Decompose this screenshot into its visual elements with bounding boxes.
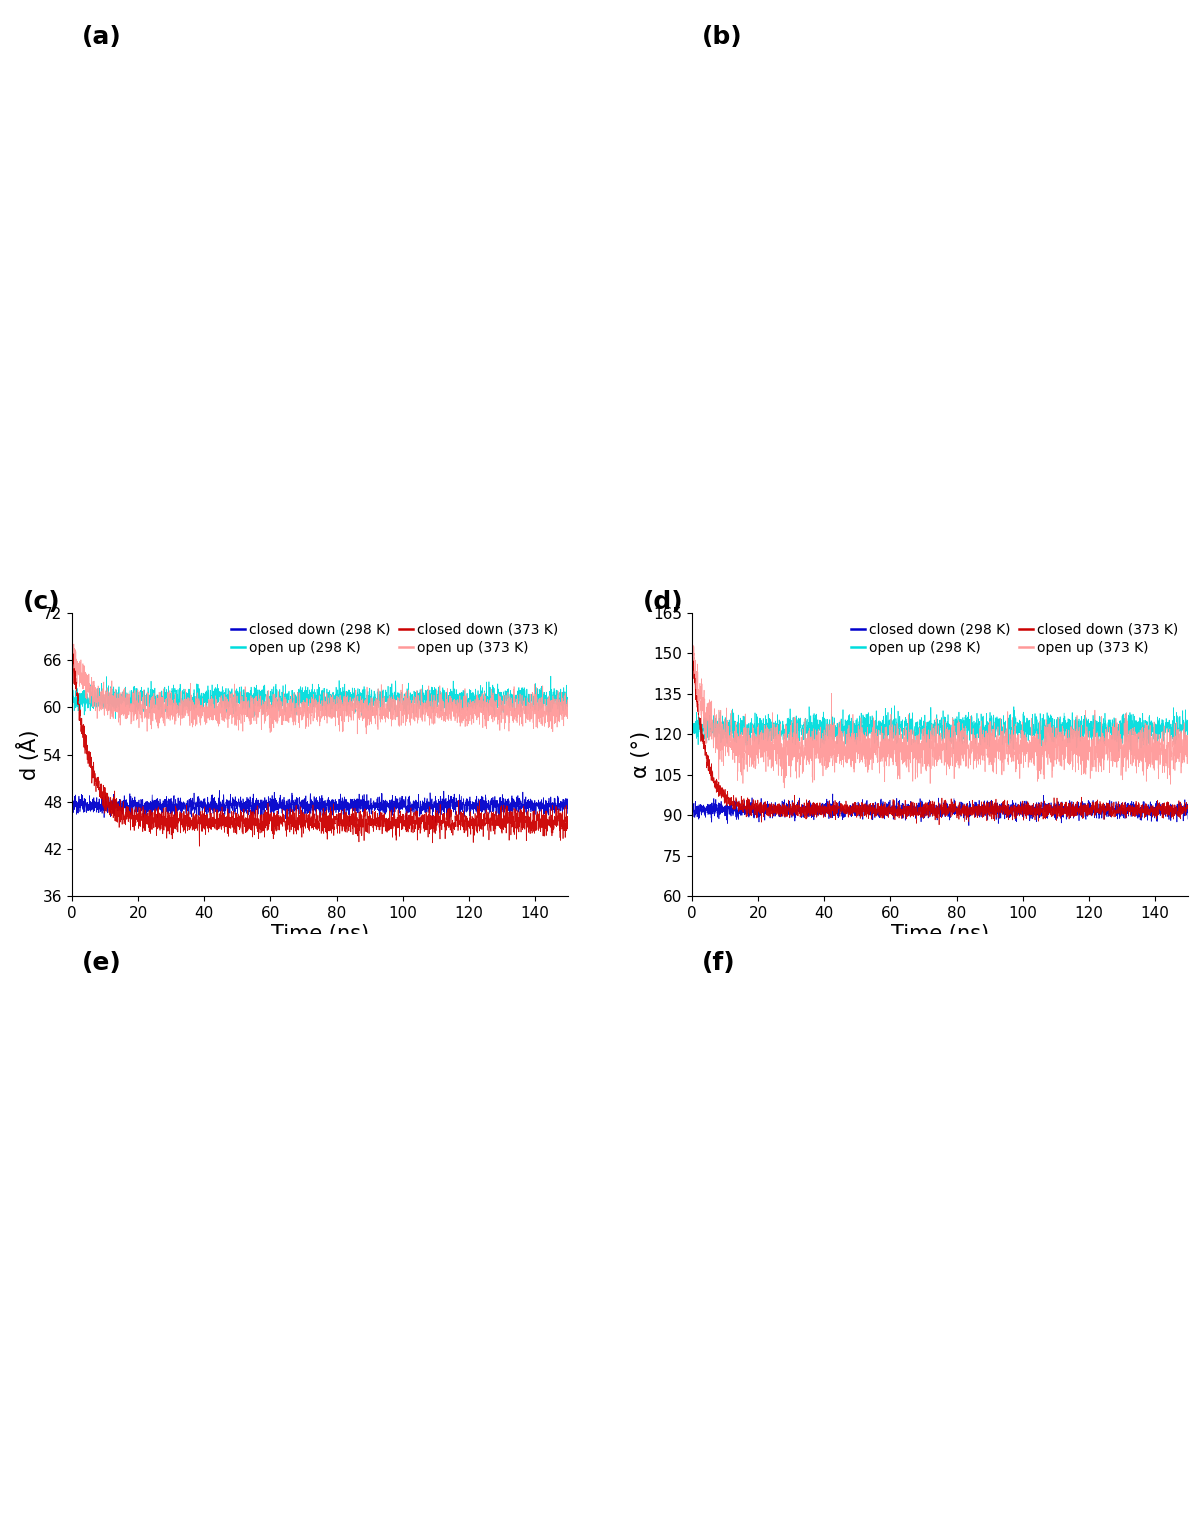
Text: (d): (d) (642, 590, 683, 615)
Y-axis label: d (Å): d (Å) (17, 729, 40, 780)
Text: (a): (a) (82, 24, 121, 49)
X-axis label: Time (ns): Time (ns) (890, 924, 989, 943)
Text: (e): (e) (82, 951, 121, 976)
Text: (f): (f) (702, 951, 736, 976)
X-axis label: Time (ns): Time (ns) (271, 924, 370, 943)
Text: (c): (c) (23, 590, 60, 615)
Legend: closed down (298 K), open up (298 K), closed down (373 K), open up (373 K): closed down (298 K), open up (298 K), cl… (228, 619, 562, 657)
Y-axis label: α (°): α (°) (630, 731, 650, 778)
Legend: closed down (298 K), open up (298 K), closed down (373 K), open up (373 K): closed down (298 K), open up (298 K), cl… (848, 619, 1181, 657)
Text: (b): (b) (702, 24, 743, 49)
